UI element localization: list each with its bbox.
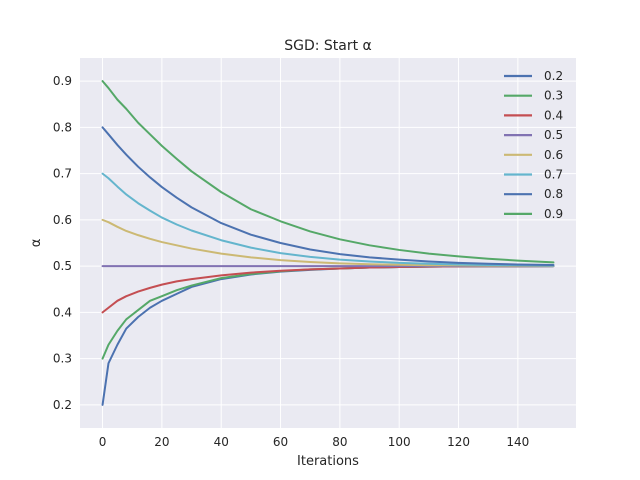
x-tick-label: 0 <box>99 435 107 449</box>
x-tick-label: 40 <box>214 435 229 449</box>
legend-label: 0.8 <box>544 187 563 201</box>
series-lines <box>101 80 555 406</box>
y-tick-label: 0.4 <box>53 305 72 319</box>
y-axis-label: α <box>29 239 44 248</box>
x-tick-label: 80 <box>332 435 347 449</box>
legend-label: 0.5 <box>544 128 563 142</box>
legend-label: 0.9 <box>544 207 563 221</box>
y-tick-label: 0.8 <box>53 120 72 134</box>
series-line-0.9 <box>101 80 555 264</box>
chart-title: SGD: Start α <box>284 38 372 54</box>
legend-label: 0.4 <box>544 108 563 122</box>
legend-label: 0.6 <box>544 148 563 162</box>
y-tick-label: 0.5 <box>53 259 72 273</box>
y-tick-label: 0.7 <box>53 167 72 181</box>
plot-background <box>80 58 576 428</box>
x-tick-label: 60 <box>273 435 288 449</box>
y-tick-label: 0.6 <box>53 213 72 227</box>
x-tick-label: 100 <box>388 435 411 449</box>
legend-label: 0.3 <box>544 89 563 103</box>
x-tick-labels: 0 20 40 60 80 100 120 140 <box>99 435 530 449</box>
y-tick-label: 0.3 <box>53 352 72 366</box>
y-tick-labels: 0.2 0.3 0.4 0.5 0.6 0.7 0.8 0.9 <box>53 74 72 412</box>
x-tick-label: 20 <box>154 435 169 449</box>
legend-label: 0.7 <box>544 168 563 182</box>
x-tick-label: 120 <box>447 435 470 449</box>
legend: 0.2 0.3 0.4 0.5 0.6 0.7 0.8 0.9 <box>504 69 563 221</box>
x-axis-label: Iterations <box>297 454 359 469</box>
y-tick-label: 0.9 <box>53 74 72 88</box>
legend-label: 0.2 <box>544 69 563 83</box>
x-tick-label: 140 <box>506 435 529 449</box>
series-line-0.6 <box>101 218 555 267</box>
series-line-0.8 <box>101 126 555 266</box>
y-tick-label: 0.2 <box>53 398 72 412</box>
series-line-0.7 <box>101 172 555 267</box>
